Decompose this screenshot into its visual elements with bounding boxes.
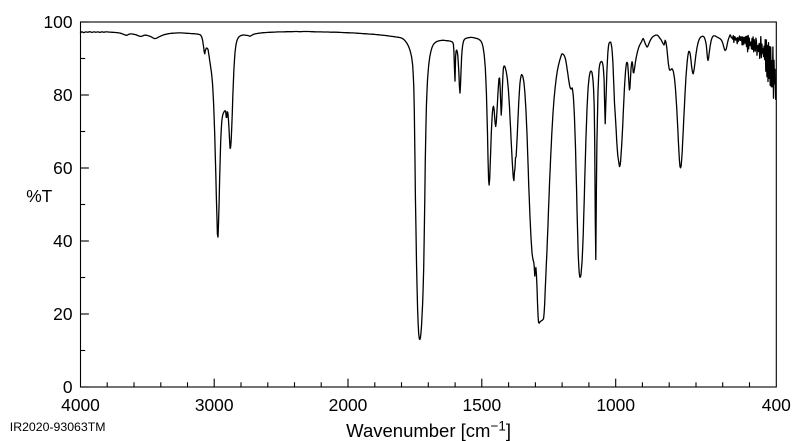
svg-text:4000: 4000 xyxy=(61,395,100,415)
svg-text:40: 40 xyxy=(53,231,72,251)
svg-text:100: 100 xyxy=(43,12,72,32)
svg-text:1500: 1500 xyxy=(462,395,501,415)
svg-text:80: 80 xyxy=(53,85,72,105)
svg-text:0: 0 xyxy=(63,377,73,397)
svg-text:IR2020-93063TM: IR2020-93063TM xyxy=(10,420,106,434)
svg-text:Wavenumber [cm−1]: Wavenumber [cm−1] xyxy=(346,419,511,441)
svg-text:%T: %T xyxy=(26,186,52,206)
svg-text:1000: 1000 xyxy=(596,395,635,415)
svg-text:3000: 3000 xyxy=(195,395,234,415)
svg-text:400: 400 xyxy=(762,395,791,415)
svg-text:2000: 2000 xyxy=(329,395,368,415)
svg-text:20: 20 xyxy=(53,304,72,324)
svg-text:60: 60 xyxy=(53,158,72,178)
